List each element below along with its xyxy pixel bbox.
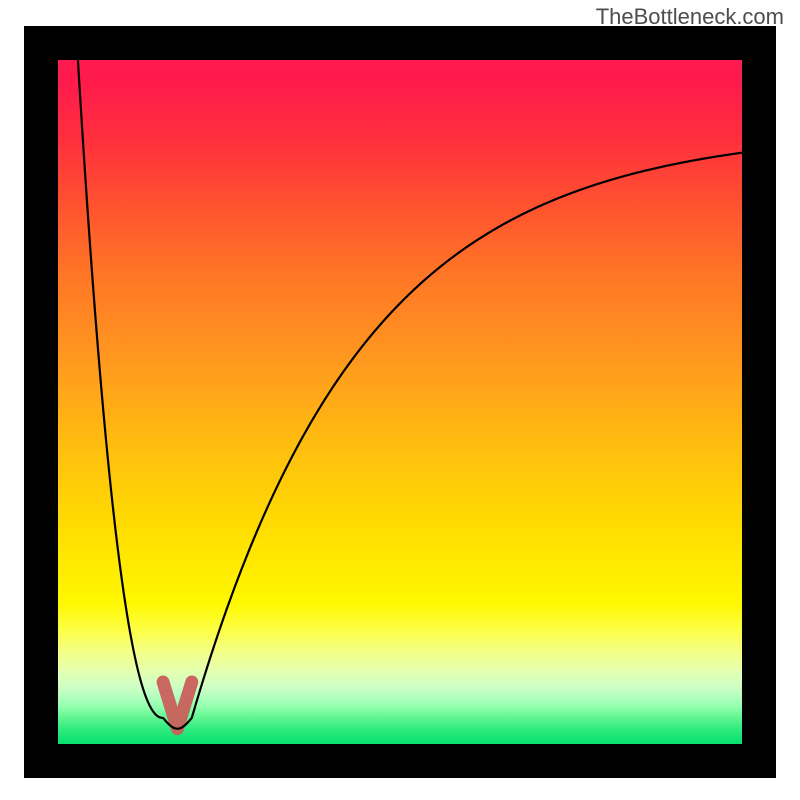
plot-gradient-background [41, 43, 759, 761]
chart-root: TheBottleneck.com [0, 0, 800, 800]
chart-svg [0, 0, 800, 800]
